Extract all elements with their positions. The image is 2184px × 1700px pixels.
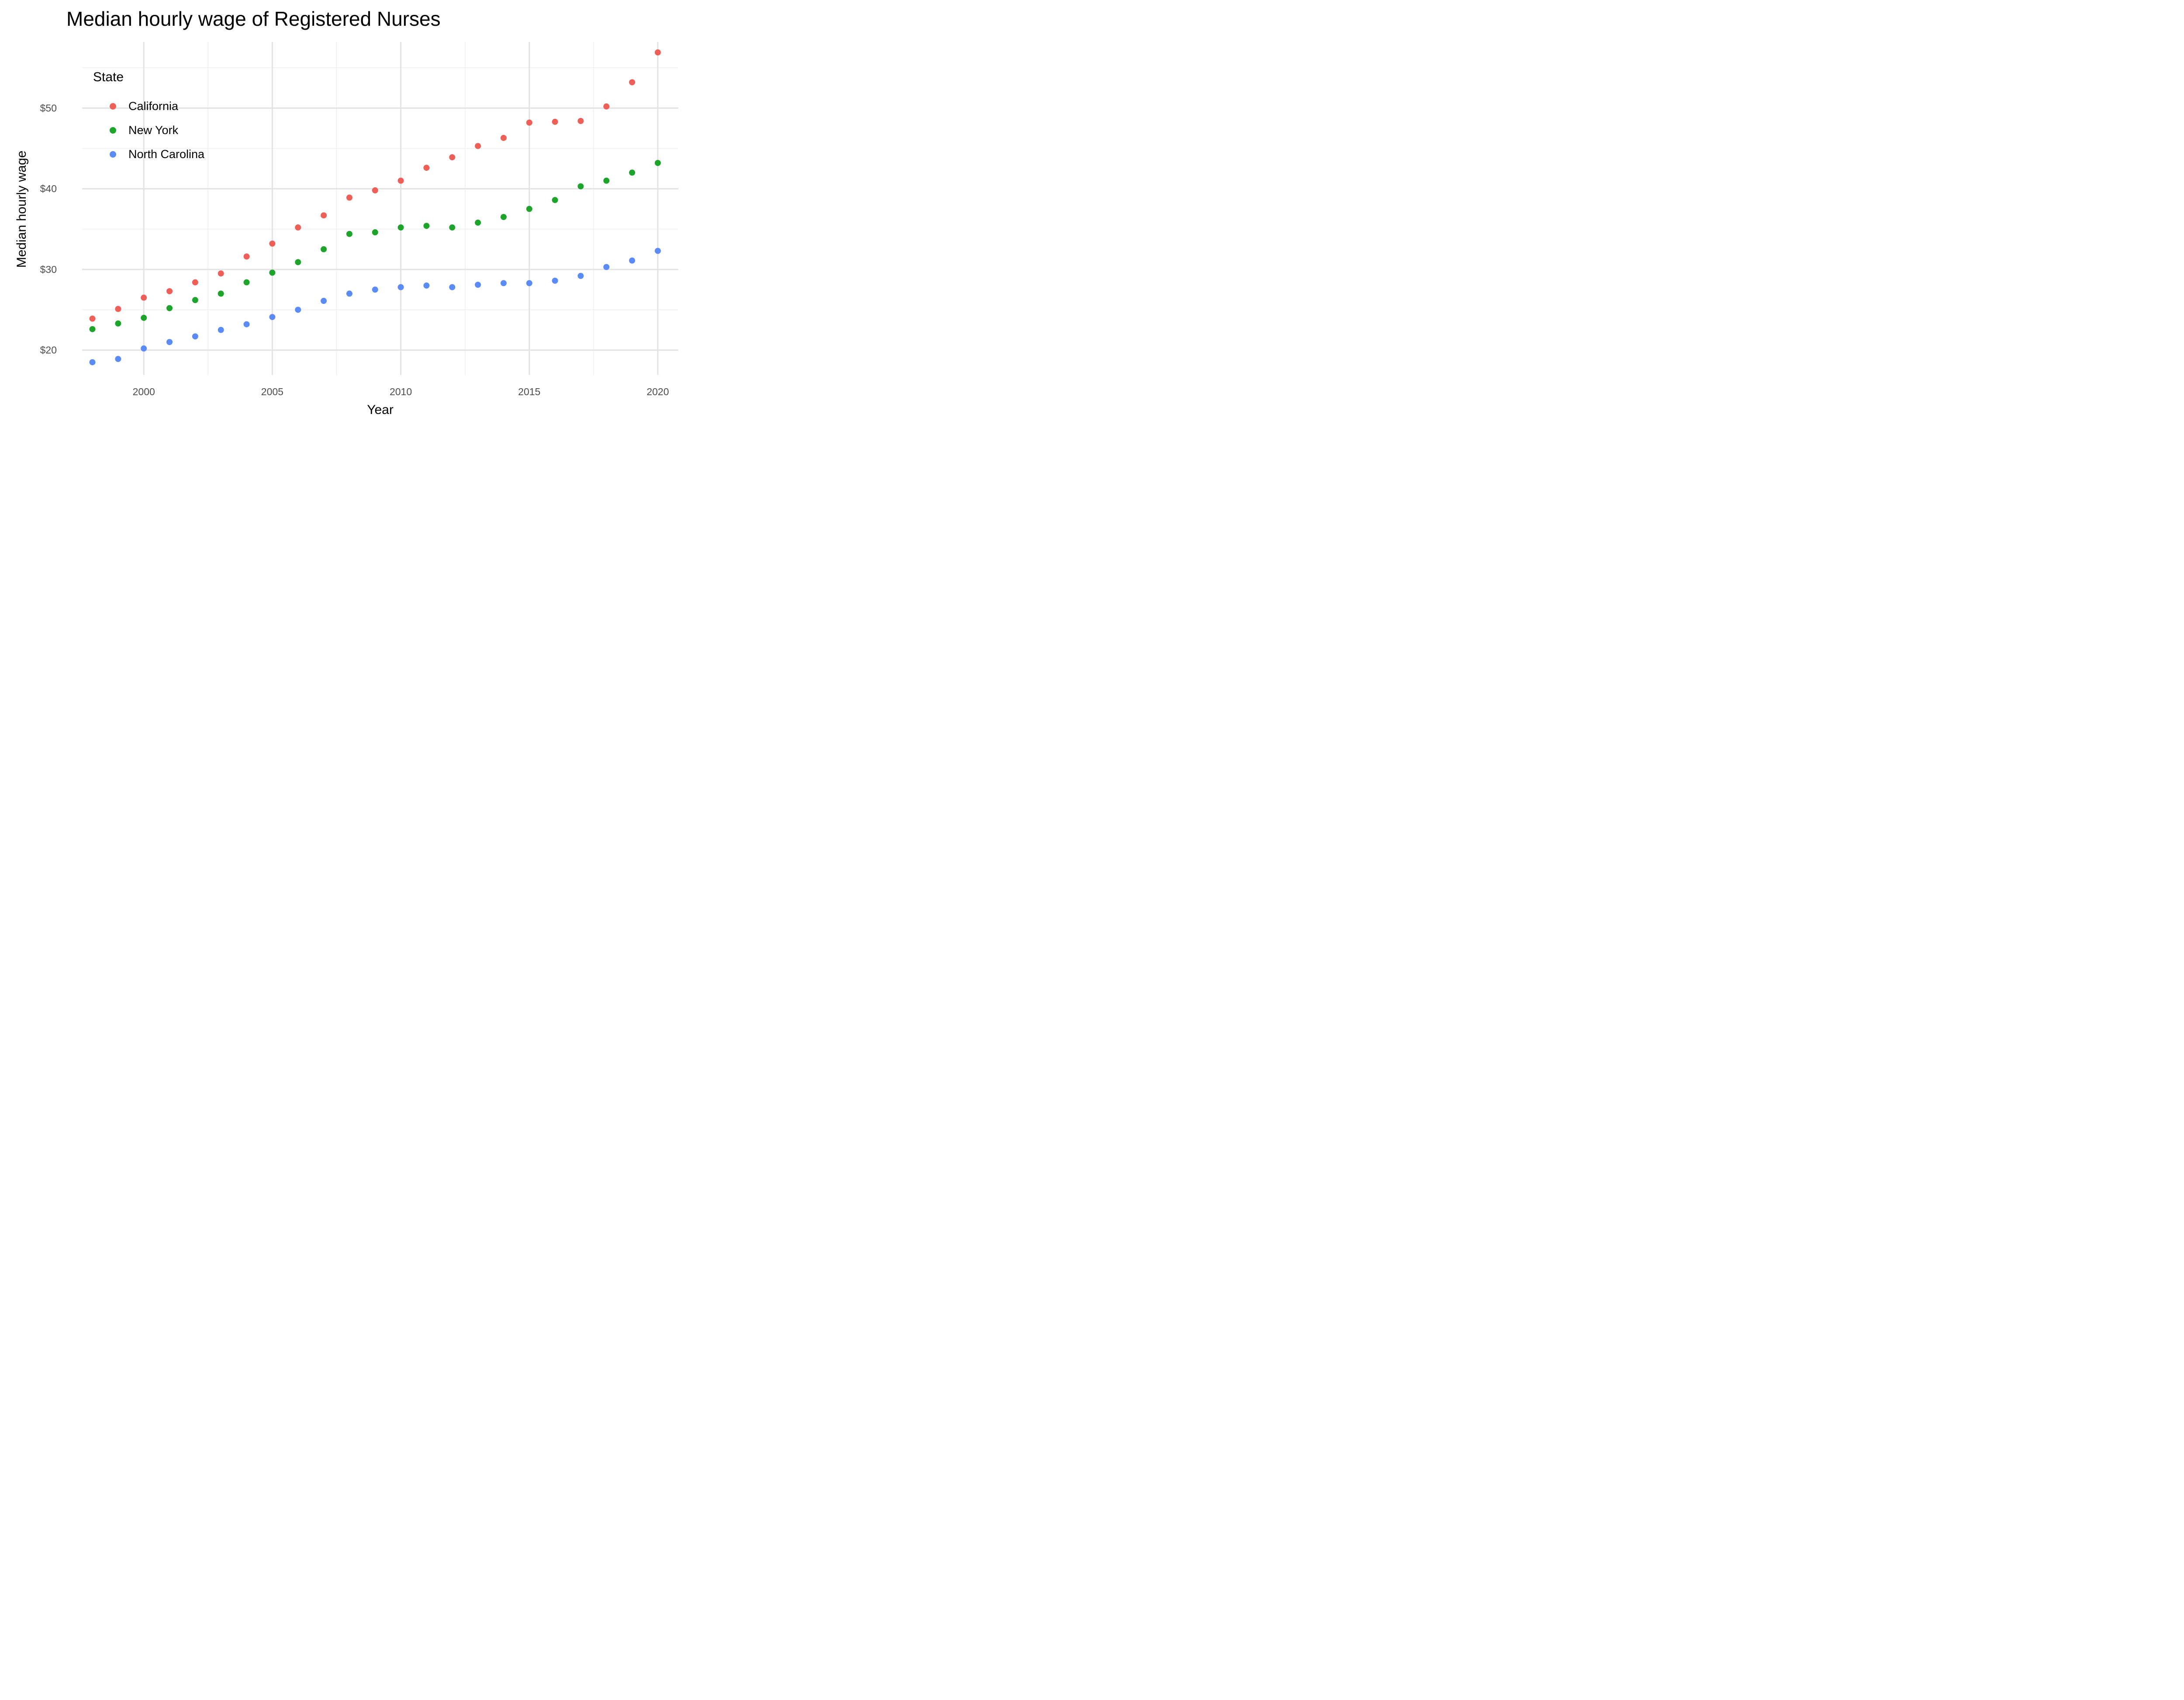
data-point-north-carolina [372,286,378,293]
data-point-north-carolina [243,321,250,328]
data-point-north-carolina [397,284,404,290]
data-point-new-york [629,169,636,176]
data-point-north-carolina [166,339,173,345]
y-tick-label: $20 [40,345,57,356]
data-point-new-york [115,320,121,327]
legend: State California New York North Carolina [90,70,204,166]
legend-label: New York [128,124,179,137]
x-tick-label: 2015 [518,386,540,397]
data-point-north-carolina [526,280,532,286]
data-point-california [372,187,378,193]
data-point-north-carolina [346,290,352,297]
data-point-new-york [346,231,352,237]
legend-label: California [128,100,179,113]
data-point-california [218,270,224,277]
data-point-north-carolina [629,257,636,264]
data-point-new-york [192,297,198,303]
data-point-north-carolina [141,345,147,352]
data-point-new-york [577,183,584,190]
legend-items: California New York North Carolina [90,94,204,166]
legend-swatch-icon [110,151,116,158]
data-point-north-carolina [500,280,507,286]
x-tick-label: 2000 [133,386,155,397]
data-point-north-carolina [321,298,327,304]
y-tick-label: $30 [40,264,57,275]
data-point-north-carolina [423,282,430,289]
data-point-new-york [654,160,661,166]
scatter-plot-canvas: $20 $30 $40 $50 2000 2005 2010 2015 2020 [40,42,678,397]
legend-label: North Carolina [128,148,205,161]
data-point-north-carolina [475,282,481,288]
data-point-north-carolina [89,359,96,366]
legend-item-new-york: New York [90,118,204,142]
data-point-california [295,224,301,231]
y-tick-label: $40 [40,183,57,194]
data-point-new-york [321,246,327,252]
data-point-north-carolina [192,333,198,340]
data-point-north-carolina [269,314,276,320]
data-point-new-york [295,259,301,266]
data-point-california [321,212,327,219]
data-point-north-carolina [218,327,224,333]
y-axis-title: Median hourly wage [14,150,29,268]
data-point-new-york [423,223,430,229]
data-point-new-york [89,326,96,332]
data-point-california [423,165,430,171]
data-point-north-carolina [449,284,456,290]
data-point-california [115,306,121,312]
legend-title: State [93,70,124,84]
data-point-new-york [603,177,610,184]
data-point-california [141,294,147,301]
data-point-california [603,103,610,110]
x-tick-label: 2020 [646,386,669,397]
data-point-california [89,315,96,322]
data-point-california [629,79,636,86]
x-tick-label: 2005 [261,386,283,397]
data-point-california [243,253,250,260]
data-point-north-carolina [577,272,584,279]
data-point-new-york [500,214,507,220]
data-point-california [166,288,173,294]
data-point-california [449,154,456,161]
data-point-new-york [397,224,404,231]
data-point-new-york [141,314,147,321]
data-point-new-york [243,279,250,286]
data-point-new-york [269,269,276,276]
legend-swatch-icon [110,127,116,134]
data-point-north-carolina [552,277,558,284]
chart-title: Median hourly wage of Registered Nurses [66,7,441,30]
legend-item-north-carolina: North Carolina [90,142,204,166]
data-point-new-york [552,197,558,203]
chart: Median hourly wage of Registered Nurses … [0,0,688,425]
data-point-new-york [372,229,378,235]
x-axis-title: Year [367,403,394,417]
data-point-north-carolina [603,264,610,270]
data-point-california [552,118,558,125]
data-point-new-york [166,305,173,311]
data-point-north-carolina [115,356,121,362]
x-tick-label: 2010 [390,386,412,397]
legend-item-california: California [90,94,204,118]
y-tick-label: $50 [40,102,57,114]
data-point-california [269,240,276,247]
data-point-new-york [475,219,481,226]
data-point-new-york [526,206,532,212]
data-point-new-york [449,224,456,231]
data-point-new-york [218,290,224,297]
data-point-california [192,279,198,286]
data-point-california [577,118,584,124]
legend-swatch-icon [110,103,116,110]
data-point-california [475,143,481,149]
data-point-california [397,177,404,184]
data-point-north-carolina [654,248,661,254]
data-point-california [526,119,532,126]
data-point-north-carolina [295,307,301,313]
data-point-california [654,49,661,56]
data-point-california [500,134,507,141]
data-point-california [346,194,352,201]
